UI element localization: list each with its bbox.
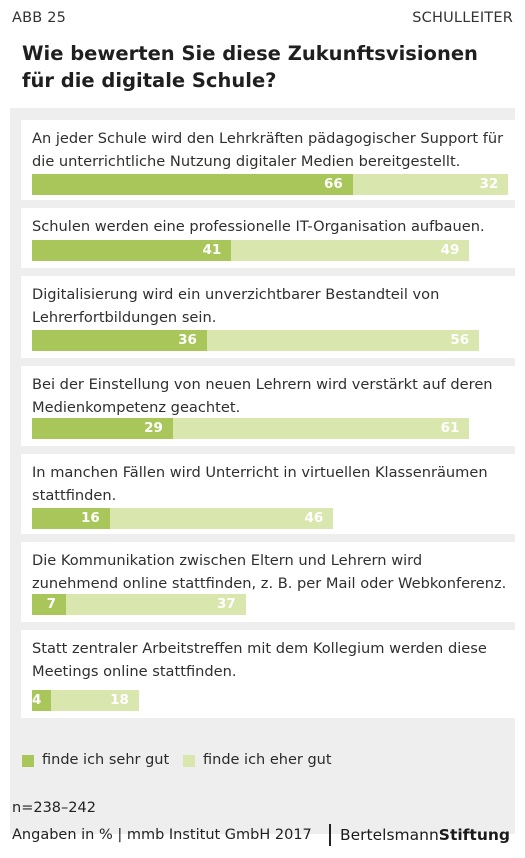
bar-segment-eher-gut: 18 (51, 690, 139, 711)
bar-segment-sehr-gut: 4 (32, 690, 52, 711)
bar-value-label: 16 (80, 510, 100, 526)
chart-panel: An jeder Schule wird den Lehrkräften päd… (10, 108, 516, 834)
question-label: In manchen Fällen wird Unterricht in vir… (32, 464, 488, 504)
logo-text-light: Bertelsmann (340, 826, 439, 844)
bar-value-label: 29 (144, 420, 163, 436)
legend-label-sehr-gut: finde ich sehr gut (42, 752, 170, 768)
stacked-bar: 66 32 (32, 174, 509, 195)
bar-segment-eher-gut: 56 (206, 330, 480, 351)
legend-label-eher-gut: finde ich eher gut (203, 752, 332, 768)
bar-value-label: 66 (323, 176, 343, 192)
question-label: Statt zentraler Arbeitstreffen mit dem K… (32, 640, 487, 680)
bar-segment-sehr-gut: 7 (32, 594, 67, 615)
question-card: Digitalisierung wird ein unverzichtbarer… (21, 276, 516, 358)
bar-segment-eher-gut: 32 (352, 174, 509, 195)
chart-title: Wie bewerten Sie diese Zukunftsvisionen … (22, 42, 478, 92)
source-note: Angaben in % | mmb Institut GmbH 2017 (12, 827, 312, 843)
bar-value-label: 37 (217, 596, 236, 612)
stacked-bar: 4 18 (32, 690, 139, 711)
bar-segment-sehr-gut: 66 (32, 174, 353, 195)
bar-segment-eher-gut: 61 (172, 418, 470, 439)
bar-value-label: 18 (110, 692, 129, 708)
question-label: Digitalisierung wird ein unverzichtbarer… (32, 286, 440, 326)
stacked-bar: 7 37 (32, 594, 246, 615)
bar-segment-eher-gut: 49 (231, 240, 470, 261)
question-label: An jeder Schule wird den Lehrkräften päd… (32, 130, 504, 170)
question-card: Statt zentraler Arbeitstreffen mit dem K… (21, 630, 516, 718)
bar-segment-sehr-gut: 16 (32, 508, 110, 529)
bar-value-label: 46 (304, 510, 324, 526)
question-label: Schulen werden eine professionelle IT-Or… (32, 218, 485, 235)
sample-size-note: n=238–242 (12, 800, 96, 816)
bar-value-label: 32 (479, 176, 499, 192)
stacked-bar: 41 49 (32, 240, 470, 261)
bar-value-label: 41 (202, 242, 222, 258)
question-label: Die Kommunikation zwischen Eltern und Le… (32, 552, 507, 592)
bar-value-label: 36 (178, 332, 197, 348)
question-card: Schulen werden eine professionelle IT-Or… (21, 208, 516, 268)
bar-value-label: 61 (440, 420, 460, 436)
question-card: Bei der Einstellung von neuen Lehrern wi… (21, 366, 516, 446)
figure-header: ABB 25 SCHULLEITER (12, 10, 513, 32)
bar-segment-eher-gut: 46 (109, 508, 334, 529)
bar-segment-sehr-gut: 29 (32, 418, 173, 439)
footer-divider (329, 824, 331, 846)
question-card: Die Kommunikation zwischen Eltern und Le… (21, 542, 516, 622)
bar-segment-sehr-gut: 41 (32, 240, 232, 261)
bar-value-label: 4 (32, 692, 42, 708)
logo-text-bold: Stiftung (438, 826, 510, 844)
legend-swatch-sehr-gut (22, 755, 34, 767)
bar-value-label: 49 (440, 242, 460, 258)
audience-label: SCHULLEITER (412, 10, 513, 26)
bar-value-label: 7 (46, 596, 57, 612)
bertelsmann-stiftung-logo: BertelsmannStiftung (340, 826, 510, 844)
stacked-bar: 29 61 (32, 418, 470, 439)
figure-label: ABB 25 (12, 10, 67, 26)
question-card: An jeder Schule wird den Lehrkräften päd… (21, 120, 516, 200)
legend-swatch-eher-gut (183, 755, 195, 767)
question-label: Bei der Einstellung von neuen Lehrern wi… (32, 376, 493, 416)
stacked-bar: 36 56 (32, 330, 480, 351)
bar-value-label: 56 (450, 332, 470, 348)
stacked-bar: 16 46 (32, 508, 334, 529)
bar-segment-eher-gut: 37 (66, 594, 246, 615)
bar-segment-sehr-gut: 36 (32, 330, 207, 351)
question-card: In manchen Fällen wird Unterricht in vir… (21, 454, 516, 534)
